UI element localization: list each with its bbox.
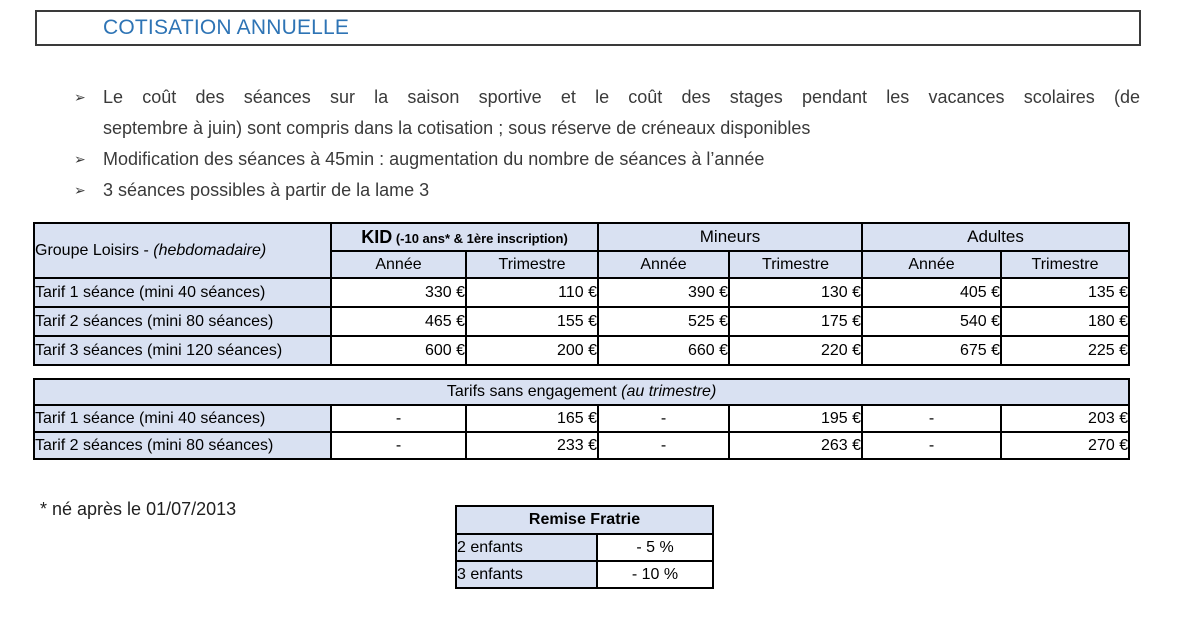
title-box: COTISATION ANNUELLE bbox=[35, 10, 1141, 46]
price-cell: - bbox=[597, 404, 730, 433]
group-header-kid: KID (-10 ans* & 1ère inscription) bbox=[330, 222, 599, 252]
price-cell: 330 € bbox=[330, 277, 467, 308]
group-header-row: Groupe Loisirs - (hebdomadaire) KID (-10… bbox=[33, 222, 1131, 279]
price-cell: 165 € bbox=[465, 404, 599, 433]
price-cell: 233 € bbox=[465, 431, 599, 460]
row-label: Tarif 3 séances (mini 120 séances) bbox=[33, 335, 332, 366]
table-corner-label: Groupe Loisirs - (hebdomadaire) bbox=[33, 222, 332, 279]
kid-detail: (-10 ans* & 1ère inscription) bbox=[392, 230, 568, 246]
table-title: Remise Fratrie bbox=[454, 505, 715, 535]
kid-label: KID bbox=[361, 226, 393, 247]
price-cell: 263 € bbox=[728, 431, 863, 460]
column-header-trimestre: Trimestre bbox=[728, 250, 863, 279]
table-row: 2 enfants - 5 % bbox=[455, 533, 715, 562]
table-header-row: Tarifs sans engagement (au trimestre) bbox=[32, 378, 1131, 406]
bullet-text: 3 séances possibles à partir de la lame … bbox=[103, 180, 430, 200]
column-header-annee: Année bbox=[861, 250, 1002, 279]
table-row: Tarif 3 séances (mini 120 séances) 600 €… bbox=[33, 335, 1131, 366]
bullet-line: septembre à juin) sont compris dans la c… bbox=[103, 118, 811, 138]
price-cell: 110 € bbox=[465, 277, 599, 308]
price-cell: 675 € bbox=[861, 335, 1002, 366]
row-label: Tarif 2 séances (mini 80 séances) bbox=[33, 306, 332, 337]
table-row: Tarif 2 séances (mini 80 séances) - 233 … bbox=[33, 431, 1131, 460]
bullet-list: ➢ Le coût des séances sur la saison spor… bbox=[74, 82, 1140, 206]
row-label: Tarif 1 séance (mini 40 séances) bbox=[33, 404, 332, 433]
row-label: 2 enfants bbox=[455, 533, 598, 562]
group-label-italic: (hebdomadaire) bbox=[153, 241, 267, 259]
price-cell: - bbox=[330, 431, 467, 460]
price-cell: - bbox=[861, 404, 1002, 433]
page-title: COTISATION ANNUELLE bbox=[103, 16, 350, 39]
column-header-trimestre: Trimestre bbox=[999, 250, 1131, 279]
price-cell: - bbox=[861, 431, 1002, 460]
price-cell: 203 € bbox=[999, 404, 1131, 433]
price-cell: 130 € bbox=[728, 277, 863, 308]
table-row: Tarif 1 séance (mini 40 séances) - 165 €… bbox=[33, 404, 1131, 433]
list-item: ➢ Modification des séances à 45min : aug… bbox=[74, 144, 1140, 175]
group-label-text: Groupe Loisirs - bbox=[35, 241, 154, 259]
table-title-italic: (au trimestre) bbox=[621, 383, 717, 400]
price-cell: 180 € bbox=[999, 306, 1131, 337]
table-title-text: Tarifs sans engagement bbox=[446, 383, 622, 400]
row-label: 3 enfants bbox=[455, 560, 598, 589]
price-cell: 540 € bbox=[861, 306, 1002, 337]
discount-cell: - 5 % bbox=[595, 533, 715, 562]
row-label: Tarif 1 séance (mini 40 séances) bbox=[33, 277, 332, 308]
price-cell: 465 € bbox=[330, 306, 467, 337]
bullet-line: Le coût des séances sur la saison sporti… bbox=[103, 87, 1140, 107]
list-item: ➢ 3 séances possibles à partir de la lam… bbox=[74, 175, 1140, 206]
price-cell: 225 € bbox=[999, 335, 1131, 366]
discount-cell: - 10 % bbox=[595, 560, 715, 589]
price-cell: 270 € bbox=[999, 431, 1131, 460]
price-cell: 200 € bbox=[465, 335, 599, 366]
column-header-annee: Année bbox=[330, 250, 467, 279]
price-cell: 600 € bbox=[330, 335, 467, 366]
table-title: Tarifs sans engagement (au trimestre) bbox=[32, 378, 1131, 406]
price-cell: - bbox=[330, 404, 467, 433]
arrow-bullet-icon: ➢ bbox=[74, 182, 86, 198]
price-cell: 195 € bbox=[728, 404, 863, 433]
table-header-row: Remise Fratrie bbox=[454, 505, 715, 535]
pricing-table: Groupe Loisirs - (hebdomadaire) KID (-10… bbox=[33, 222, 1131, 366]
row-label: Tarif 2 séances (mini 80 séances) bbox=[33, 431, 332, 460]
column-header-annee: Année bbox=[597, 250, 730, 279]
bullet-text: Modification des séances à 45min : augme… bbox=[103, 149, 765, 169]
footnote: * né après le 01/07/2013 bbox=[40, 499, 237, 519]
price-cell: 220 € bbox=[728, 335, 863, 366]
arrow-bullet-icon: ➢ bbox=[74, 89, 86, 105]
price-cell: 175 € bbox=[728, 306, 863, 337]
table-row: Tarif 2 séances (mini 80 séances) 465 € … bbox=[33, 306, 1131, 337]
table-row: Tarif 1 séance (mini 40 séances) 330 € 1… bbox=[33, 277, 1131, 308]
price-cell: 135 € bbox=[999, 277, 1131, 308]
price-cell: 525 € bbox=[597, 306, 730, 337]
no-commitment-table: Tarifs sans engagement (au trimestre) Ta… bbox=[32, 378, 1131, 460]
list-item: ➢ Le coût des séances sur la saison spor… bbox=[74, 82, 1140, 144]
group-header-adultes: Adultes bbox=[860, 222, 1131, 252]
sibling-discount-table: Remise Fratrie 2 enfants - 5 % 3 enfants… bbox=[454, 505, 715, 589]
group-header-mineurs: Mineurs bbox=[597, 222, 863, 252]
price-cell: 390 € bbox=[597, 277, 730, 308]
arrow-bullet-icon: ➢ bbox=[74, 151, 86, 167]
period-header-row: Année Trimestre Année Trimestre Année Tr… bbox=[34, 250, 1131, 279]
bullet-text: Le coût des séances sur la saison sporti… bbox=[103, 82, 1140, 144]
column-header-trimestre: Trimestre bbox=[465, 250, 599, 279]
price-cell: 155 € bbox=[465, 306, 599, 337]
table-row: 3 enfants - 10 % bbox=[455, 560, 715, 589]
price-cell: 660 € bbox=[597, 335, 730, 366]
price-cell: - bbox=[597, 431, 730, 460]
price-cell: 405 € bbox=[861, 277, 1002, 308]
